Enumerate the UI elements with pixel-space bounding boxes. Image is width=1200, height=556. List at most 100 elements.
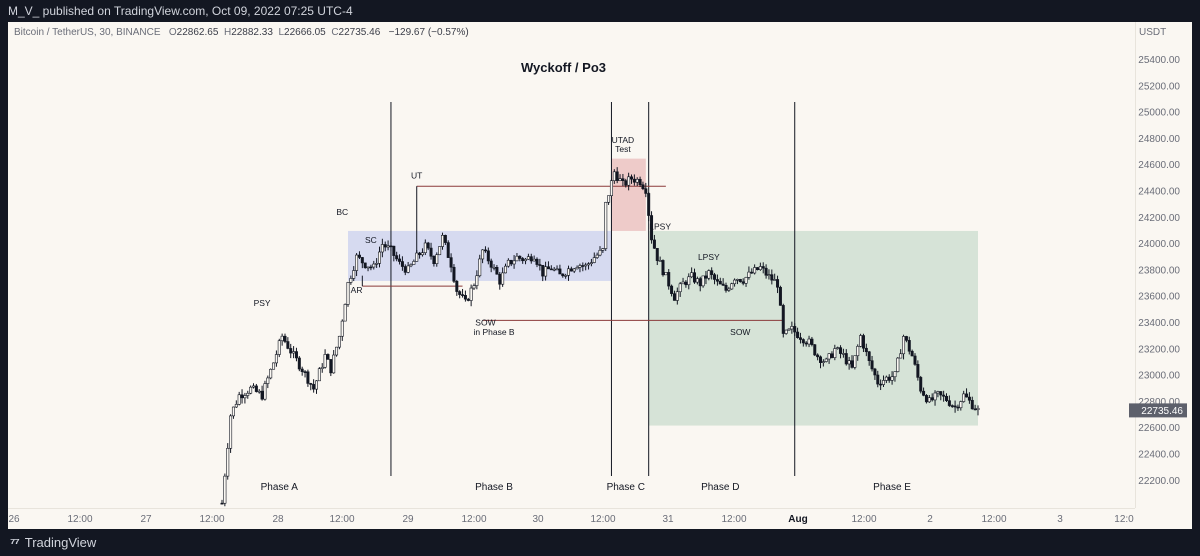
candle-body bbox=[767, 274, 771, 276]
candle-body bbox=[526, 256, 530, 260]
candle-body bbox=[587, 263, 591, 266]
candle-body bbox=[672, 293, 676, 301]
candle-body bbox=[589, 262, 593, 265]
candle-body bbox=[572, 268, 576, 272]
candle-body bbox=[922, 390, 926, 396]
candle-body bbox=[836, 347, 840, 349]
candle-body bbox=[973, 408, 977, 411]
candle-body bbox=[962, 393, 966, 402]
candle-body bbox=[927, 397, 931, 403]
candle-body bbox=[406, 265, 410, 273]
candle-body bbox=[458, 291, 462, 295]
candle-body bbox=[618, 178, 622, 181]
annotation-label: UTAD bbox=[612, 135, 635, 145]
candle-body bbox=[398, 258, 402, 262]
candle-body bbox=[294, 351, 298, 359]
candle-body bbox=[890, 376, 894, 381]
price-axis[interactable] bbox=[1135, 22, 1193, 529]
candle-body bbox=[326, 354, 330, 360]
publisher-line: M_V_ published on TradingView.com, Oct 0… bbox=[8, 4, 353, 18]
candle-body bbox=[744, 277, 748, 284]
candle-body bbox=[841, 353, 845, 355]
candle-body bbox=[309, 383, 313, 385]
candle-body bbox=[652, 239, 656, 249]
candle-body bbox=[292, 351, 296, 354]
time-tick-label: 3 bbox=[1057, 514, 1063, 525]
candle-body bbox=[787, 328, 791, 331]
candle-body bbox=[916, 364, 920, 378]
candle-body bbox=[733, 279, 737, 285]
candle-body bbox=[349, 278, 353, 283]
candle-body bbox=[755, 267, 759, 270]
candle-body bbox=[919, 377, 923, 392]
time-axis[interactable] bbox=[8, 508, 1135, 530]
axis-corner bbox=[1135, 508, 1192, 529]
candle-body bbox=[879, 383, 883, 386]
candle-body bbox=[761, 266, 765, 269]
price-tick-label: 22400.00 bbox=[1138, 450, 1180, 461]
time-tick-label: 29 bbox=[402, 514, 414, 525]
candle-body bbox=[724, 284, 728, 291]
candle-body bbox=[976, 407, 980, 411]
candle-body bbox=[578, 265, 582, 268]
annotation-label: LPSY bbox=[698, 252, 720, 262]
candle-body bbox=[727, 288, 731, 291]
candle-body bbox=[821, 361, 825, 363]
annotation-label: UT bbox=[411, 170, 422, 180]
candle-body bbox=[521, 258, 525, 262]
candle-body bbox=[363, 262, 367, 268]
annotation-label: AR bbox=[351, 285, 363, 295]
candle-body bbox=[478, 258, 482, 277]
candle-body bbox=[455, 281, 459, 292]
candle-body bbox=[956, 406, 960, 409]
candle-body bbox=[383, 244, 387, 248]
candle-body bbox=[337, 335, 341, 348]
candle-body bbox=[830, 353, 834, 358]
candle-body bbox=[220, 502, 224, 505]
candle-body bbox=[824, 358, 828, 362]
publisher-header: M_V_ published on TradingView.com, Oct 0… bbox=[0, 0, 1200, 22]
candle-body bbox=[366, 266, 370, 269]
candle-body bbox=[446, 242, 450, 258]
candle-body bbox=[249, 386, 253, 394]
candle-body bbox=[864, 347, 868, 353]
candle-body bbox=[796, 331, 800, 338]
candle-body bbox=[778, 286, 782, 306]
candle-body bbox=[501, 272, 505, 285]
candle-body bbox=[552, 268, 556, 271]
price-tick-label: 22600.00 bbox=[1138, 423, 1180, 434]
candle-body bbox=[246, 392, 250, 396]
candle-body bbox=[704, 275, 708, 279]
candle-body bbox=[323, 354, 327, 368]
candle-body bbox=[876, 374, 880, 385]
candle-body bbox=[515, 255, 519, 262]
price-tick-label: 25400.00 bbox=[1138, 55, 1180, 66]
candle-body bbox=[280, 335, 284, 342]
tradingview-logo-icon[interactable]: ⁷⁷ bbox=[10, 535, 20, 550]
candle-body bbox=[303, 371, 307, 373]
high-value: 22882.33 bbox=[231, 27, 273, 38]
candle-body bbox=[861, 335, 865, 349]
candle-body bbox=[386, 245, 390, 248]
candle-body bbox=[899, 353, 903, 359]
candle-body bbox=[655, 248, 659, 261]
candle-body bbox=[896, 357, 900, 372]
candle-body bbox=[647, 193, 651, 216]
candle-body bbox=[738, 279, 742, 283]
time-tick-label: 27 bbox=[140, 514, 152, 525]
candle-body bbox=[607, 195, 611, 203]
price-tick-label: 23800.00 bbox=[1138, 265, 1180, 276]
candle-body bbox=[392, 245, 396, 256]
footer-brand[interactable]: TradingView bbox=[24, 535, 97, 550]
candle-body bbox=[260, 390, 264, 400]
candle-body bbox=[569, 268, 573, 272]
candle-body bbox=[870, 360, 874, 370]
candle-body bbox=[369, 266, 373, 269]
candle-body bbox=[939, 391, 943, 396]
candle-body bbox=[440, 235, 444, 247]
time-tick-label: 12:00 bbox=[67, 514, 92, 525]
close-value: 22735.46 bbox=[338, 27, 381, 38]
candle-body bbox=[549, 268, 553, 271]
candle-body bbox=[698, 278, 702, 287]
time-tick-label: 12:00 bbox=[981, 514, 1006, 525]
